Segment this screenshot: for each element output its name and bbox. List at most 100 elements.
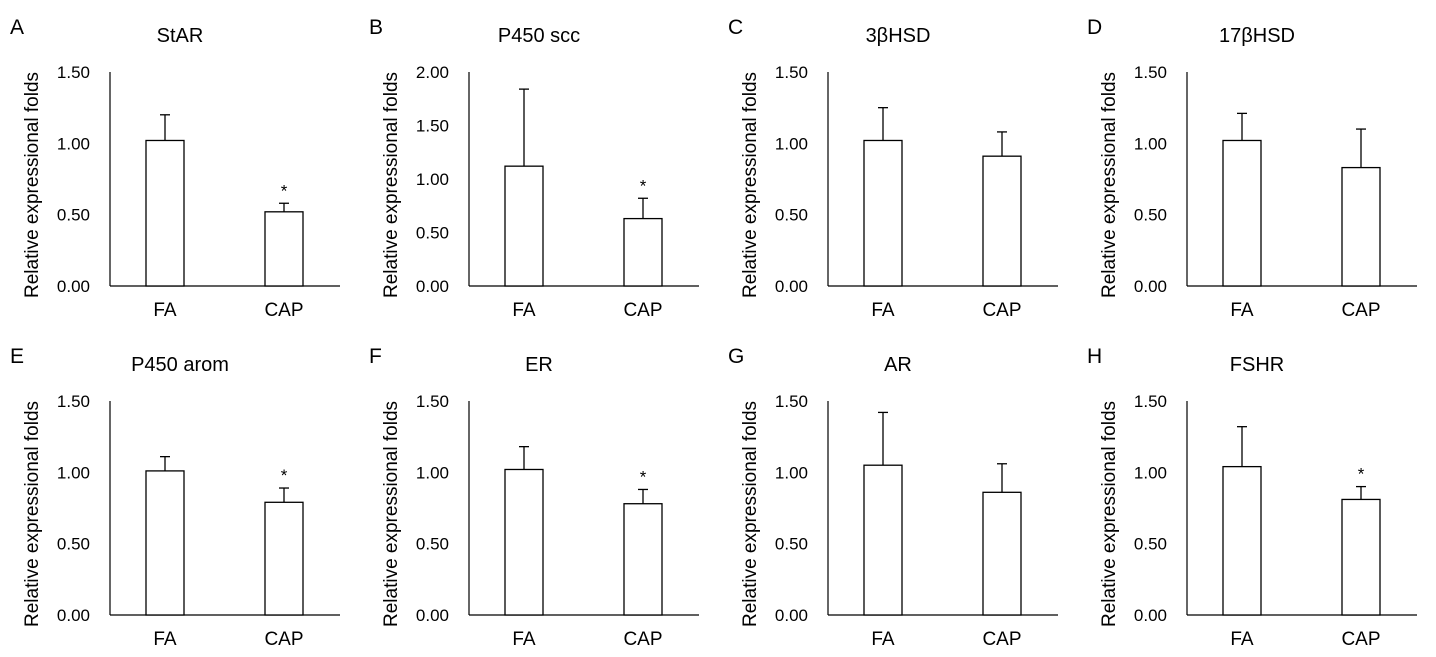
y-tick-label: 0.50 [57,535,90,554]
y-axis-label: Relative expressional folds [22,72,43,298]
y-tick-label: 1.50 [416,117,449,136]
y-tick-label: 1.50 [1134,392,1167,411]
y-tick-label: 0.50 [416,224,449,243]
y-tick-label: 0.00 [775,277,808,296]
panel-b: B P450 scc Relative expressional folds 0.00… [359,0,718,328]
y-tick-label: 1.00 [775,463,808,482]
y-tick-label: 0.00 [416,606,449,625]
panel-letter: C [728,16,743,39]
y-tick-label: 0.00 [416,277,449,296]
panel-letter: E [10,345,24,368]
y-tick-label: 1.00 [1134,134,1167,153]
chart-svg: G AR Relative expressional folds 0.00 0.50 1.… [728,345,1058,650]
y-tick-label: 0.50 [775,535,808,554]
bar-fa [863,139,903,287]
y-axis-label: Relative expressional folds [381,72,402,298]
chart-title: StAR [157,25,204,47]
panel-letter: A [10,16,24,39]
x-category-label: CAP [623,629,662,650]
bar-cap [623,503,663,616]
x-category-label: FA [1230,629,1254,650]
x-category-label: CAP [982,300,1021,321]
chart-title: 17βHSD [1219,25,1295,47]
bar-cap [982,155,1022,287]
panel-c: C 3βHSD Relative expressional folds 0.00 0.5… [718,0,1077,328]
bar-fa [145,470,185,616]
panel-e: E P450 arom Relative expressional folds 0.0… [0,329,359,657]
x-category-label: FA [871,629,895,650]
y-tick-label: 0.00 [57,277,90,296]
chart-svg: A StAR Relative expressional folds 0.00 0.50… [10,16,340,321]
chart-svg: B P450 scc Relative expressional folds 0.00… [369,16,699,321]
y-tick-label: 0.50 [416,535,449,554]
y-tick-label: 1.50 [775,392,808,411]
bar-cap [1341,498,1381,616]
chart-title: P450 arom [131,354,229,376]
y-tick-label: 0.00 [57,606,90,625]
x-category-label: FA [153,629,177,650]
x-category-label: CAP [264,629,303,650]
panel-g: G AR Relative expressional folds 0.00 0.50 1.… [718,329,1077,657]
y-axis-label: Relative expressional folds [22,401,43,627]
panel-f: F ER Relative expressional folds 0.00 0.50 1.… [359,329,718,657]
x-category-label: CAP [1341,629,1380,650]
x-category-label: FA [153,300,177,321]
panel-a: A StAR Relative expressional folds 0.00 0.50… [0,0,359,328]
panel-d: D 17βHSD Relative expressional folds 0.00 0.… [1077,0,1436,328]
chart-title: ER [525,354,553,376]
y-tick-label: 1.00 [416,170,449,189]
y-tick-label: 1.00 [1134,463,1167,482]
panel-letter: D [1087,16,1102,39]
y-tick-label: 1.00 [416,463,449,482]
x-category-label: CAP [982,629,1021,650]
bar-cap [623,217,663,287]
y-tick-label: 1.50 [416,392,449,411]
significance-marker: * [281,466,288,485]
x-category-label: CAP [264,300,303,321]
y-axis-label: Relative expressional folds [1099,72,1120,298]
y-axis-label: Relative expressional folds [740,401,761,627]
panel-letter: H [1087,345,1102,368]
chart-svg: H FSHR Relative expressional folds 0.00 0.50… [1087,345,1417,650]
y-axis-label: Relative expressional folds [1099,401,1120,627]
bar-cap [982,491,1022,616]
chart-title: 3βHSD [866,25,931,47]
bar-cap [1341,166,1381,287]
x-category-label: CAP [623,300,662,321]
y-tick-label: 0.00 [1134,606,1167,625]
y-axis-label: Relative expressional folds [740,72,761,298]
y-tick-label: 1.00 [57,463,90,482]
y-tick-label: 0.00 [1134,277,1167,296]
x-category-label: FA [1230,300,1254,321]
significance-marker: * [640,467,647,486]
y-tick-label: 2.00 [416,63,449,82]
x-category-label: FA [512,300,536,321]
bar-fa [504,468,544,616]
significance-marker: * [281,181,288,200]
panel-h: H FSHR Relative expressional folds 0.00 0.50… [1077,329,1436,657]
x-category-label: FA [871,300,895,321]
bar-cap [264,211,304,287]
bar-fa [145,139,185,287]
bar-fa [863,464,903,616]
chart-svg: C 3βHSD Relative expressional folds 0.00 0.5… [728,16,1058,321]
y-tick-label: 0.50 [1134,206,1167,225]
y-tick-label: 0.50 [775,206,808,225]
chart-title: P450 scc [498,25,580,47]
chart-svg: E P450 arom Relative expressional folds 0.0… [10,345,340,650]
y-tick-label: 1.50 [57,392,90,411]
bar-fa [504,165,544,287]
y-tick-label: 0.50 [1134,535,1167,554]
y-tick-label: 0.00 [775,606,808,625]
y-tick-label: 0.50 [57,206,90,225]
chart-svg: F ER Relative expressional folds 0.00 0.50 1.… [369,345,699,650]
y-tick-label: 1.00 [775,134,808,153]
panel-letter: F [369,345,382,368]
panel-letter: B [369,16,383,39]
x-category-label: FA [512,629,536,650]
bar-cap [264,501,304,616]
significance-marker: * [1358,465,1365,484]
chart-title: FSHR [1230,354,1284,376]
y-tick-label: 1.50 [775,63,808,82]
